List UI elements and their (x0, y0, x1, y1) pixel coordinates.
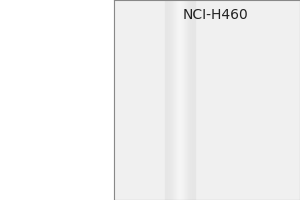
Bar (171, 0, 172, 200)
Bar (186, 0, 187, 200)
Bar (178, 0, 179, 200)
Bar (193, 0, 194, 200)
Bar (192, 0, 193, 200)
Bar (168, 0, 169, 200)
Bar (179, 0, 180, 200)
Bar (180, 0, 181, 200)
Bar (185, 0, 186, 200)
Text: NCI-H460: NCI-H460 (183, 8, 249, 22)
Bar (172, 0, 173, 200)
Bar (176, 0, 177, 200)
Bar (170, 0, 171, 200)
Bar (177, 0, 178, 200)
Bar (173, 0, 174, 200)
Bar (190, 0, 191, 200)
Bar (165, 0, 166, 200)
Bar (175, 0, 176, 200)
Bar (184, 0, 185, 200)
Bar (188, 0, 189, 200)
Bar (181, 0, 182, 200)
Bar (187, 0, 188, 200)
Bar (167, 0, 168, 200)
Bar (191, 0, 192, 200)
Bar (169, 0, 170, 200)
Bar (183, 0, 184, 200)
Bar (189, 0, 190, 200)
Bar (194, 0, 195, 200)
Bar (114, 0, 300, 200)
Bar (174, 0, 175, 200)
Bar (182, 0, 183, 200)
Bar (166, 0, 167, 200)
